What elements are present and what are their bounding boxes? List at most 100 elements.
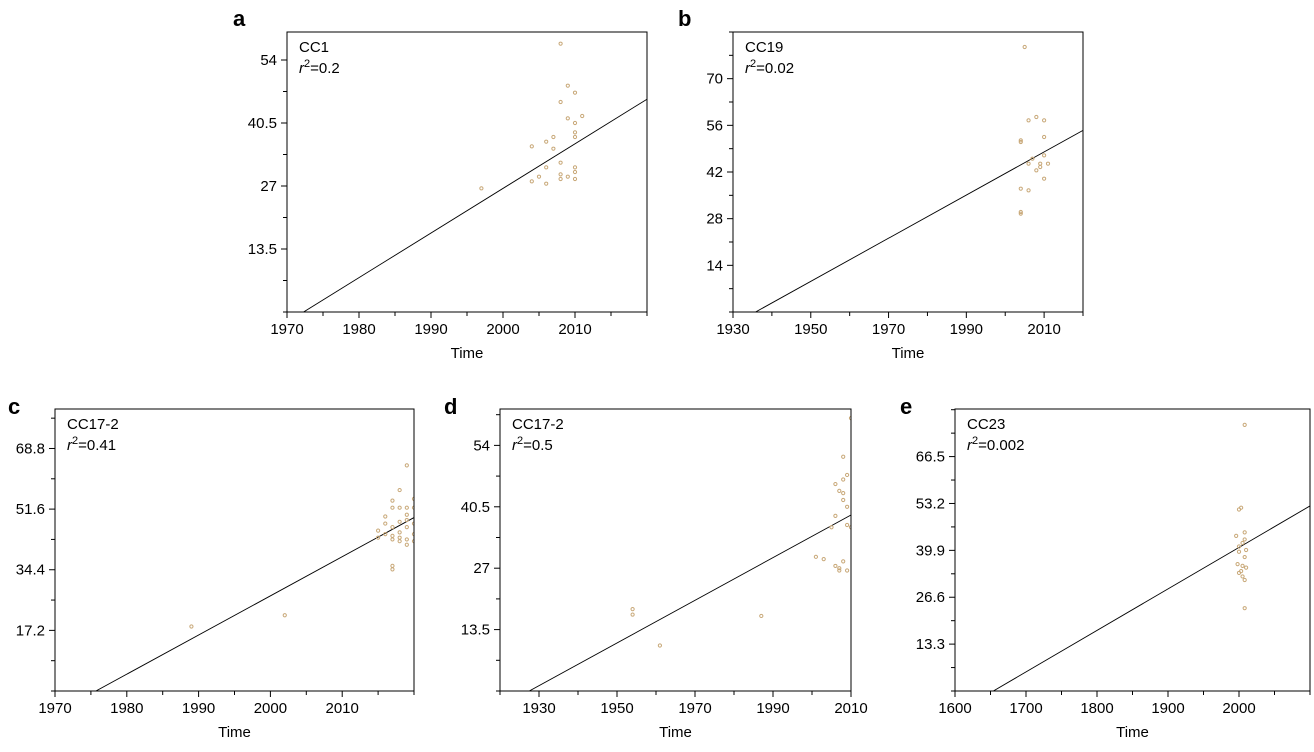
series-label: CC19 — [745, 39, 783, 56]
y-tick-label: 51.6 — [16, 501, 45, 518]
data-point — [390, 537, 395, 542]
data-point — [1236, 544, 1242, 549]
plot-frame — [286, 31, 648, 313]
x-tick-label: 1800 — [1080, 700, 1113, 717]
data-point — [404, 505, 409, 510]
y-tick-label: 54 — [260, 52, 277, 69]
panel-a: a 1970 1980 1990 2000 2010 13.5 27 40.5 54 Time CC1… — [233, 6, 648, 362]
y-tick-label: 14 — [706, 257, 723, 274]
data-point — [1242, 554, 1247, 560]
data-point — [558, 176, 563, 182]
x-tick-label: 1990 — [950, 321, 983, 338]
data-point — [833, 481, 838, 487]
data-point — [404, 537, 409, 542]
data-point — [1242, 606, 1247, 611]
data-point — [572, 130, 578, 135]
data-point — [1026, 161, 1031, 166]
panel-letter: a — [233, 6, 246, 31]
data-points — [479, 41, 585, 191]
data-point — [1022, 44, 1027, 50]
data-point — [572, 90, 578, 95]
data-points — [1234, 422, 1249, 611]
data-point — [1030, 156, 1035, 161]
data-point — [841, 454, 846, 459]
data-point — [558, 99, 563, 105]
regression-line — [95, 517, 414, 691]
x-tick-label: 1930 — [522, 700, 555, 717]
data-point — [829, 525, 834, 530]
data-point — [565, 116, 570, 121]
data-point — [1244, 547, 1249, 553]
data-point — [837, 488, 842, 493]
data-point — [841, 559, 846, 564]
x-tick-label: 1700 — [1009, 700, 1042, 717]
panel-letter: d — [444, 394, 457, 419]
data-point — [1236, 549, 1242, 554]
data-point — [390, 533, 395, 539]
data-point — [397, 535, 402, 540]
y-tick-label: 66.5 — [916, 449, 945, 466]
series-label: CC17-2 — [67, 416, 119, 433]
data-point — [1034, 114, 1039, 120]
data-point — [565, 83, 570, 88]
y-tick-label: 42 — [706, 164, 723, 181]
data-point — [404, 517, 409, 523]
data-point — [558, 41, 563, 46]
data-point — [848, 525, 851, 530]
data-point — [1244, 565, 1249, 570]
data-point — [572, 169, 578, 175]
x-axis-title: Time — [451, 345, 484, 362]
data-point — [390, 563, 395, 568]
data-point — [397, 519, 402, 524]
data-point — [572, 165, 578, 170]
data-point — [1242, 530, 1247, 535]
data-point — [630, 612, 635, 617]
data-point — [189, 624, 194, 629]
x-tick-label: 2000 — [1222, 700, 1255, 717]
data-points — [189, 463, 414, 629]
y-tick-label: 27 — [260, 178, 277, 195]
data-point — [404, 524, 409, 530]
data-point — [383, 521, 388, 526]
x-tick-label: 2010 — [1027, 321, 1060, 338]
r-squared-value: 0.002 — [987, 437, 1025, 454]
data-point — [544, 181, 549, 186]
x-tick-label: 1930 — [716, 321, 749, 338]
data-point — [1045, 161, 1051, 166]
data-point — [1235, 562, 1240, 567]
data-point — [1239, 505, 1244, 510]
data-point — [833, 513, 838, 518]
data-point — [1026, 188, 1031, 193]
panel-d: d 1930 1950 1970 1990 2010 13.5 27 40.5 54 Time CC1… — [444, 394, 868, 741]
data-point — [1038, 164, 1043, 170]
plot-frame — [499, 408, 852, 692]
y-tick-label: 68.8 — [16, 440, 45, 457]
x-tick-label: 1970 — [678, 700, 711, 717]
data-point — [1242, 422, 1247, 427]
data-point — [376, 535, 381, 540]
data-point — [1018, 139, 1023, 145]
y-tick-label: 39.9 — [916, 542, 945, 559]
series-label: CC23 — [967, 416, 1005, 433]
data-point — [845, 472, 850, 478]
data-point — [1042, 134, 1047, 140]
panel-letter: c — [8, 394, 20, 419]
x-tick-label: 1950 — [794, 321, 827, 338]
y-tick-label: 56 — [706, 117, 723, 134]
y-tick-label: 13.5 — [461, 622, 490, 639]
y-tick-label: 28 — [706, 211, 723, 228]
r-squared-annotation: r2=0.5 — [512, 435, 553, 454]
data-points — [1018, 44, 1051, 216]
y-tick-label: 13.5 — [248, 241, 277, 258]
data-point — [1239, 569, 1244, 574]
r-squared-annotation: r2=0.02 — [745, 58, 794, 77]
x-tick-label: 1990 — [756, 700, 789, 717]
data-point — [848, 415, 851, 421]
data-point — [479, 186, 484, 191]
data-point — [813, 554, 819, 559]
data-point — [572, 176, 578, 182]
data-point — [383, 514, 388, 519]
data-point — [1038, 161, 1043, 166]
data-point — [657, 643, 663, 648]
